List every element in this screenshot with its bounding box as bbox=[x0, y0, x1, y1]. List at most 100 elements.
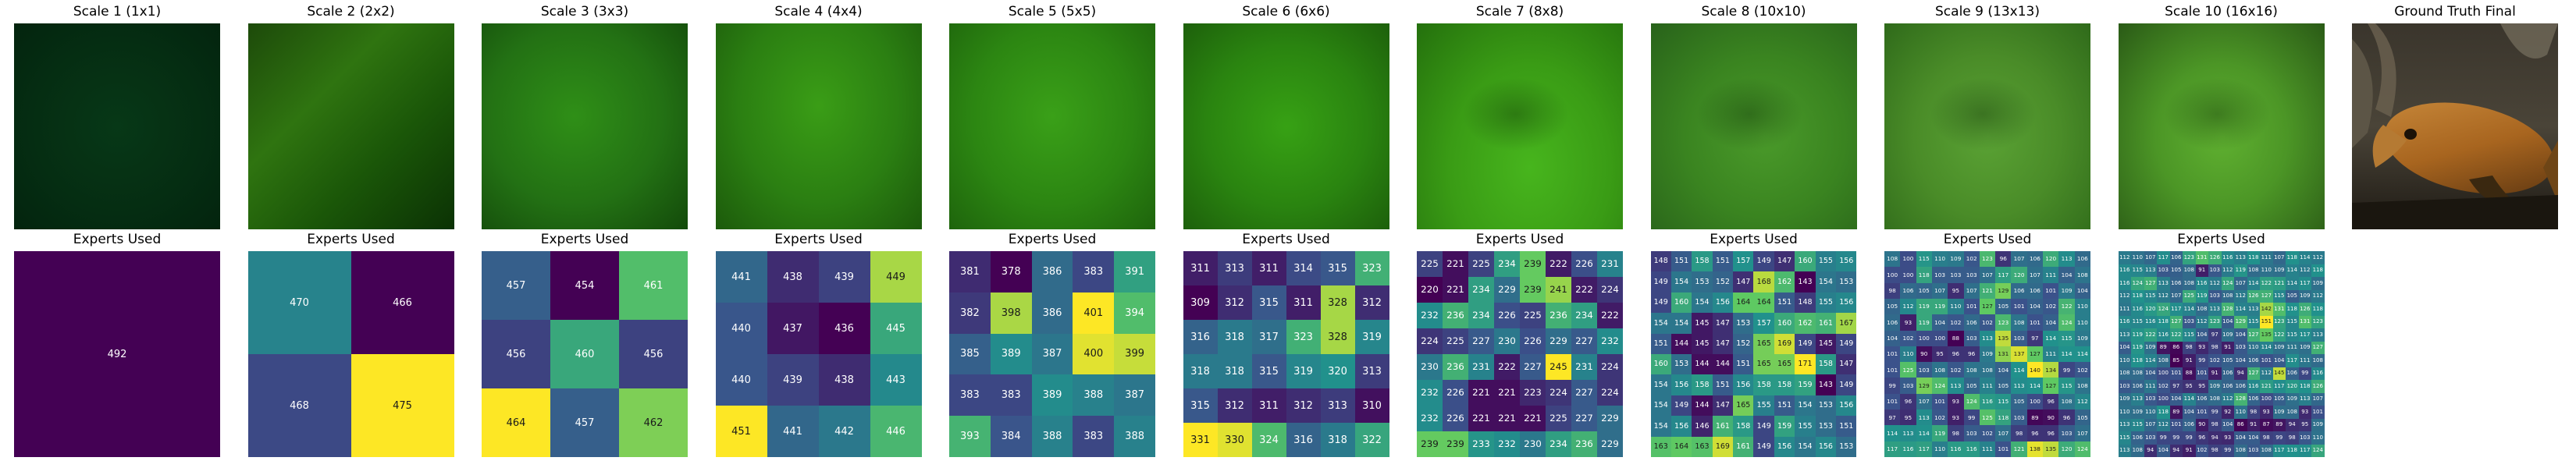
heatmap-cell: 100 bbox=[1931, 330, 1948, 346]
heatmap-cell: 234 bbox=[1494, 251, 1520, 277]
heatmap-cell: 110 bbox=[1931, 441, 1948, 457]
heatmap-cell: 156 bbox=[1670, 416, 1692, 437]
heatmap-cell: 108 bbox=[2311, 354, 2325, 367]
heatmap-cell: 92 bbox=[2221, 406, 2234, 419]
heatmap-cell: 156 bbox=[1836, 395, 1857, 417]
heatmap-cell: 110 bbox=[2118, 354, 2131, 367]
heatmap-cell: 439 bbox=[767, 354, 819, 406]
heatmap-cell: 127 bbox=[2247, 367, 2260, 380]
heatmap-cell: 124 bbox=[2131, 277, 2144, 290]
heatmap-cell: 107 bbox=[1916, 393, 1932, 410]
heatmap-cell: 99 bbox=[2272, 431, 2286, 445]
heatmap-cell: 110 bbox=[2131, 251, 2144, 264]
heatmap-cell: 111 bbox=[2286, 341, 2299, 354]
heatmap-cell: 91 bbox=[2195, 264, 2208, 277]
heatmap-cell: 221 bbox=[1443, 277, 1468, 303]
heatmap-cell: 134 bbox=[2043, 362, 2059, 378]
heatmap-cell: 149 bbox=[1753, 436, 1774, 457]
experts-used-title: Experts Used bbox=[774, 232, 863, 247]
heatmap-cell: 104 bbox=[2157, 444, 2170, 457]
fish-shadow bbox=[1695, 76, 1803, 151]
heatmap-cell: 143 bbox=[1795, 271, 1816, 292]
heatmap-cell: 161 bbox=[1712, 416, 1734, 437]
heatmap-cell: 114 bbox=[2247, 277, 2260, 290]
heatmap-cell: 103 bbox=[1948, 267, 1964, 283]
heatmap-cell: 118 bbox=[2311, 264, 2325, 277]
heatmap-cell: 108 bbox=[2131, 444, 2144, 457]
heatmap-cell: 118 bbox=[2286, 303, 2299, 316]
heatmap-cell: 101 bbox=[1884, 393, 1901, 410]
heatmap-cell: 111 bbox=[2043, 267, 2059, 283]
heatmap-cell: 104 bbox=[2221, 315, 2234, 328]
heatmap-cell: 99 bbox=[2183, 431, 2196, 445]
heatmap-cell: 114 bbox=[2074, 346, 2090, 363]
heatmap-cell: 158 bbox=[1733, 416, 1754, 437]
heatmap-cell: 115 bbox=[1995, 393, 2012, 410]
heatmap-cell: 226 bbox=[1520, 328, 1546, 354]
heatmap-cell: 101 bbox=[2195, 367, 2208, 380]
heatmap-cell: 102 bbox=[2157, 380, 2170, 393]
heatmap-cell: 101 bbox=[2260, 354, 2273, 367]
heatmap-cell: 123 bbox=[2311, 315, 2325, 328]
heatmap-cell: 118 bbox=[2157, 406, 2170, 419]
heatmap-cell: 224 bbox=[1597, 277, 1623, 303]
heatmap-cell: 162 bbox=[1795, 313, 1816, 334]
heatmap-cell: 311 bbox=[1251, 388, 1286, 423]
heatmap-cell: 102 bbox=[2208, 354, 2222, 367]
heatmap-cell: 89 bbox=[2272, 418, 2286, 431]
heatmap-cell: 456 bbox=[482, 320, 550, 388]
experts-used-title: Experts Used bbox=[307, 232, 395, 247]
heatmap-cell: 109 bbox=[2144, 341, 2157, 354]
heatmap-cell: 99 bbox=[2157, 431, 2170, 445]
heatmap-cell: 389 bbox=[990, 333, 1032, 375]
heatmap-cell: 98 bbox=[2286, 431, 2299, 445]
heatmap-cell: 156 bbox=[1733, 374, 1754, 395]
heatmap-cell: 119 bbox=[1931, 425, 1948, 441]
heatmap-cell: 140 bbox=[2026, 362, 2044, 378]
heatmap-cell: 441 bbox=[715, 251, 767, 303]
heatmap-cell: 107 bbox=[1979, 267, 1996, 283]
heatmap-cell: 225 bbox=[1443, 328, 1468, 354]
heatmap-cell: 131 bbox=[2272, 303, 2286, 316]
experts-heatmap: 225 221 225 234 239 222 226 231 220 221 234 229 239 2… bbox=[1417, 251, 1623, 457]
heatmap-cell: 110 bbox=[1948, 298, 1964, 315]
heatmap-cell: 112 bbox=[2195, 315, 2208, 328]
heatmap-cell: 103 bbox=[2298, 431, 2311, 445]
heatmap-cell: 124 bbox=[2221, 277, 2234, 290]
heatmap-cell: 225 bbox=[1520, 303, 1546, 328]
heatmap-cell: 116 bbox=[2131, 303, 2144, 316]
heatmap-cell: 106 bbox=[2169, 251, 2183, 264]
heatmap-cell: 103 bbox=[2234, 341, 2247, 354]
heatmap-cell: 115 bbox=[2247, 315, 2260, 328]
heatmap-cell: 107 bbox=[2144, 418, 2157, 431]
heatmap-cell: 105 bbox=[2272, 392, 2286, 406]
heatmap-cell: 143 bbox=[1815, 374, 1837, 395]
heatmap-cell: 102 bbox=[1963, 251, 1980, 268]
heatmap-cell: 382 bbox=[949, 292, 991, 334]
heatmap-cell: 102 bbox=[2074, 362, 2090, 378]
heatmap-cell: 462 bbox=[619, 388, 688, 457]
heatmap-cell: 122 bbox=[2260, 277, 2273, 290]
ground-truth-image bbox=[2352, 23, 2558, 229]
heatmap-cell: 103 bbox=[2208, 289, 2222, 303]
heatmap-cell: 121 bbox=[2011, 441, 2027, 457]
heatmap-cell: 115 bbox=[2131, 315, 2144, 328]
heatmap-cell: 227 bbox=[1520, 354, 1546, 380]
heatmap-cell: 384 bbox=[990, 416, 1032, 457]
heatmap-cell: 111 bbox=[1979, 441, 1996, 457]
heatmap-cell: 401 bbox=[1073, 292, 1115, 334]
heatmap-cell: 151 bbox=[1670, 251, 1692, 272]
heatmap-cell: 226 bbox=[1443, 380, 1468, 406]
heatmap-cell: 99 bbox=[2221, 444, 2234, 457]
heatmap-cell: 230 bbox=[1520, 431, 1546, 457]
heatmap-cell: 106 bbox=[2026, 282, 2044, 299]
heatmap-cell: 103 bbox=[1963, 267, 1980, 283]
heatmap-cell: 109 bbox=[2208, 380, 2222, 393]
heatmap-cell: 117 bbox=[2272, 444, 2286, 457]
heatmap-cell: 113 bbox=[1916, 410, 1932, 426]
fish-shadow bbox=[1930, 76, 2037, 151]
heatmap-cell: 96 bbox=[1963, 346, 1980, 363]
heatmap-cell: 131 bbox=[2195, 251, 2208, 264]
heatmap-cell: 91 bbox=[2208, 367, 2222, 380]
heatmap-cell: 101 bbox=[2195, 406, 2208, 419]
